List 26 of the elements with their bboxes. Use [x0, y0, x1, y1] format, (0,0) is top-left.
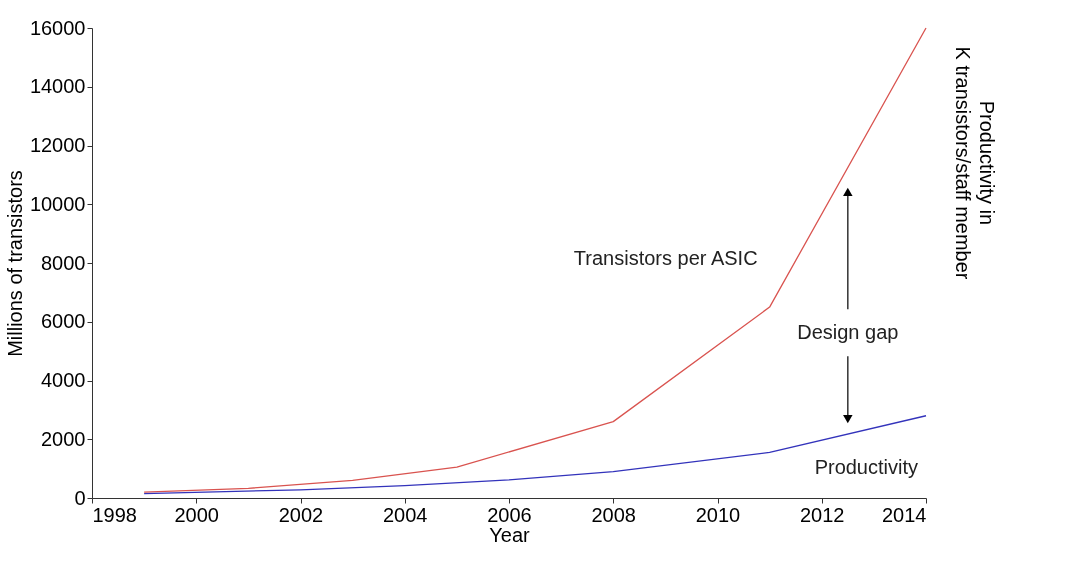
y-tick-label: 10000 [29, 192, 86, 215]
y-tick-label: 4000 [41, 369, 86, 391]
y-tick-label: 14000 [29, 75, 86, 98]
y-tick-label: 8000 [41, 251, 86, 274]
y-tick-label: 12000 [29, 134, 86, 156]
series-label: Productivity [814, 455, 918, 478]
x-tick-label: 2014 [882, 503, 927, 526]
series-label: Transistors per ASIC [573, 247, 758, 270]
x-tick-label: 2012 [800, 503, 845, 526]
line-series [143, 415, 927, 495]
x-tick-label: 2010 [695, 503, 741, 526]
line-series [143, 27, 927, 493]
x-axis-title: Year [489, 523, 531, 546]
x-tick-label: 2000 [174, 503, 219, 526]
annotation: Design gap [797, 320, 899, 343]
x-tick-label: 2006 [487, 503, 532, 526]
y-tick-label: 16000 [29, 16, 86, 39]
x-tick-label: 1998 [92, 503, 137, 526]
y-tick-label: 6000 [41, 310, 86, 333]
y-tick-label: 2000 [41, 427, 86, 450]
x-tick-label: 2008 [591, 503, 636, 526]
y-tick-label: 0 [74, 486, 86, 509]
x-tick-label: 2002 [278, 503, 324, 526]
y-axis-title: Millions of transistors [3, 170, 26, 357]
y2-axis-title: Productivity in K transistors/staff member [952, 46, 998, 280]
x-tick-label: 2004 [383, 503, 428, 526]
